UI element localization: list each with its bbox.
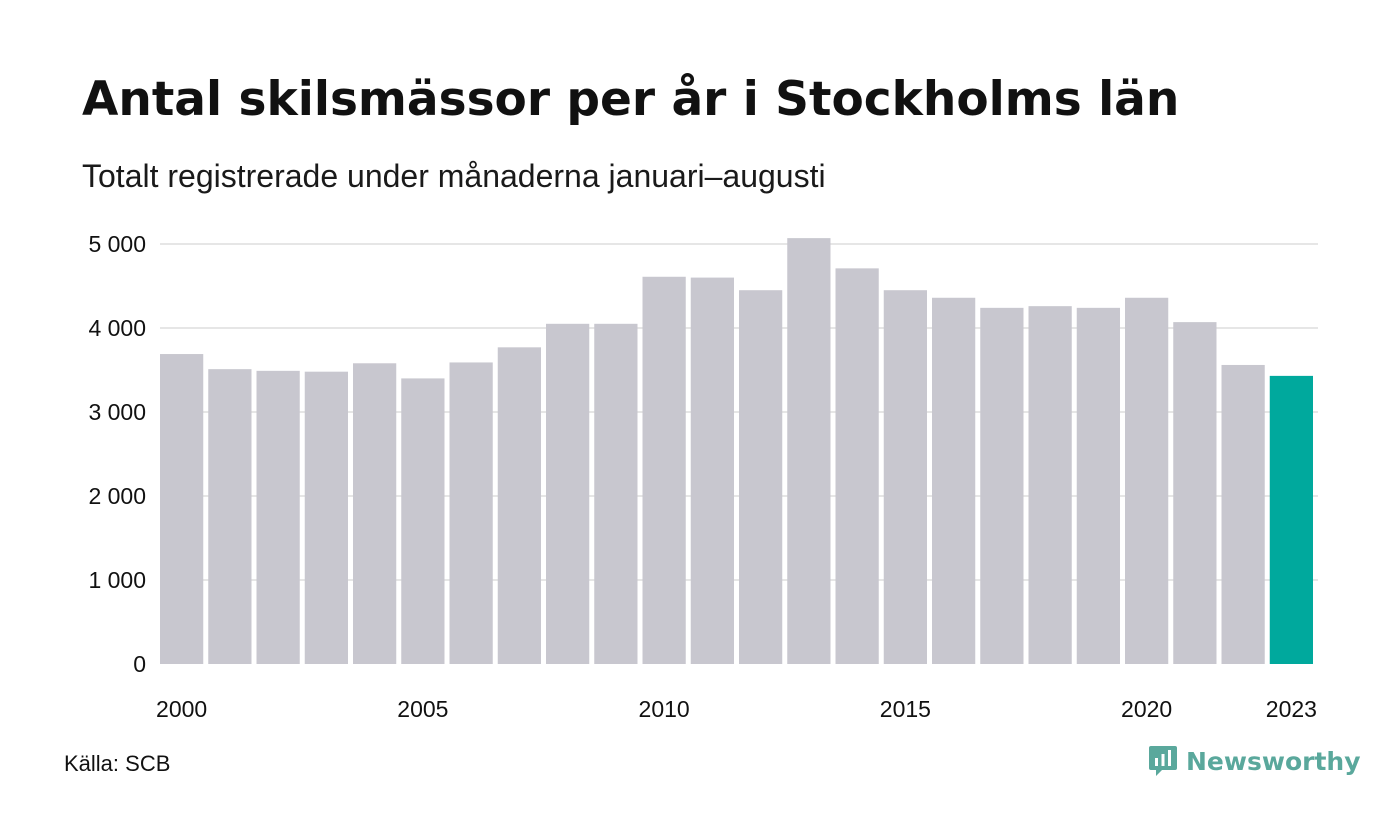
bar-2019 <box>1076 307 1120 664</box>
y-tick-label: 3 000 <box>88 399 146 425</box>
bar-2006 <box>449 362 493 664</box>
bar-2008 <box>546 323 590 664</box>
bar-2011 <box>690 277 734 664</box>
source-note: Källa: SCB <box>64 751 171 776</box>
x-tick-label: 2000 <box>156 696 207 722</box>
brand-name: Newsworthy <box>1186 746 1361 776</box>
x-tick-label: 2015 <box>880 696 931 722</box>
bar-2012 <box>739 290 783 664</box>
bar-2021 <box>1173 322 1217 664</box>
bar-2005 <box>401 378 445 664</box>
bar-2004 <box>353 363 397 664</box>
brand-logo: Newsworthy <box>1148 744 1361 778</box>
x-tick-label: 2010 <box>639 696 690 722</box>
y-tick-label: 2 000 <box>88 483 146 509</box>
y-tick-label: 0 <box>133 651 146 677</box>
bar-2022 <box>1221 364 1265 664</box>
bar-2010 <box>642 276 686 664</box>
bar-2009 <box>594 323 638 664</box>
chart-subtitle: Totalt registrerade under månaderna janu… <box>82 158 826 194</box>
chart-title: Antal skilsmässor per år i Stockholms lä… <box>82 72 1180 127</box>
x-axis: 2000 2005 2010 2015 2020 2023 <box>156 696 1317 722</box>
bar-2015 <box>883 290 927 664</box>
bar-2017 <box>980 307 1024 664</box>
bar-2002 <box>256 370 300 664</box>
bar-2003 <box>304 371 348 664</box>
x-tick-label: 2020 <box>1121 696 1172 722</box>
x-tick-label: 2005 <box>397 696 448 722</box>
bar-2018 <box>1028 306 1072 664</box>
bar-2001 <box>208 369 252 664</box>
y-tick-label: 5 000 <box>88 231 146 257</box>
bar-2013 <box>787 238 831 664</box>
x-tick-label: 2023 <box>1266 696 1317 722</box>
y-tick-label: 4 000 <box>88 315 146 341</box>
bar-2023 <box>1269 375 1313 664</box>
bar-2007 <box>497 347 541 664</box>
y-axis: 0 1 000 2 000 3 000 4 000 5 000 <box>88 231 146 677</box>
bar-2016 <box>932 297 976 664</box>
bar-2020 <box>1125 297 1169 664</box>
y-tick-label: 1 000 <box>88 567 146 593</box>
newsworthy-logo-icon <box>1149 746 1177 776</box>
bar-2014 <box>835 268 879 664</box>
bars <box>160 238 1313 664</box>
bar-2000 <box>160 354 204 664</box>
